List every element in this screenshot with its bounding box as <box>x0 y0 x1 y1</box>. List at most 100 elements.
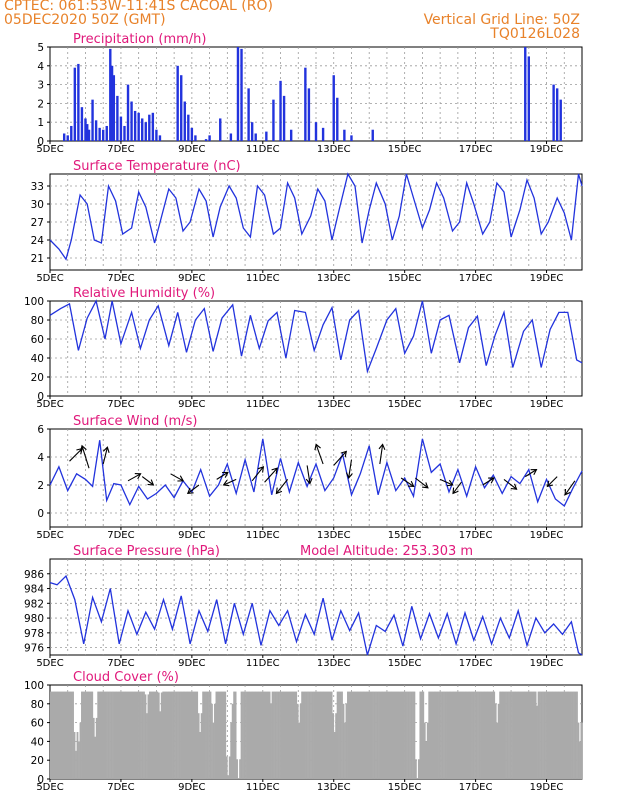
cloud-bar <box>397 691 400 779</box>
precip-ytick-label: 4 <box>37 61 44 73</box>
cloud-bar <box>131 691 134 779</box>
cloud-bar <box>453 691 456 779</box>
wind-xtick-label: 15DEC <box>388 530 422 541</box>
precip-title: Precipitation (mm/h) <box>73 32 206 47</box>
cloud-bar <box>363 691 366 779</box>
rh-ytick-label: 100 <box>24 296 44 308</box>
cloud-bar <box>391 691 394 779</box>
wind-arrow <box>127 473 141 482</box>
precip-bar <box>559 99 562 141</box>
wind-arrow <box>81 445 90 469</box>
cloud-bar <box>522 691 525 779</box>
rh-xtick-label: 7DEC <box>107 399 134 410</box>
cloud-bar <box>355 691 358 779</box>
cloud-bar <box>203 691 206 779</box>
precip-xtick-label: 7DEC <box>107 144 134 155</box>
cloud-bar <box>509 691 512 779</box>
cloud-bar <box>410 691 413 779</box>
cloud-bar <box>446 691 448 779</box>
cloud-bar <box>91 691 94 779</box>
wind-arrow <box>452 481 462 494</box>
cloud-bar <box>292 691 295 779</box>
cloud-bar <box>576 691 578 779</box>
temp-xtick-label: 7DEC <box>107 273 134 284</box>
cloud-bar <box>245 691 247 779</box>
cloud-bar <box>211 703 213 779</box>
cloud-bar <box>85 691 88 779</box>
cloud-bar <box>379 691 382 779</box>
cloud-bar <box>308 691 311 779</box>
cloud-bar <box>181 691 184 779</box>
wind-arrow <box>306 465 311 484</box>
cloud-bar <box>508 691 510 779</box>
cloud-bar <box>81 691 83 779</box>
cloud-bar <box>318 691 321 779</box>
wind-line <box>49 438 583 508</box>
wind-arrow <box>216 471 229 480</box>
precip-bar <box>527 56 530 141</box>
cloud-bar <box>354 691 357 779</box>
cloud-bar <box>316 691 318 779</box>
cloud-bar <box>329 691 332 779</box>
wind-arrow-head <box>340 450 348 458</box>
cloud-bar <box>282 691 284 779</box>
temp-title: Surface Temperature (nC) <box>73 159 241 174</box>
cloud-xtick-label: 13DEC <box>317 782 351 793</box>
precip-bar <box>194 135 197 141</box>
precip-bar <box>137 112 140 141</box>
cloud-bar <box>94 736 97 779</box>
cloud-bar <box>311 691 314 779</box>
cloud-bar <box>115 691 117 779</box>
precip-bar <box>77 63 80 141</box>
precip-bar <box>105 125 108 141</box>
cloud-bar <box>202 691 204 779</box>
precip-bar <box>112 75 116 141</box>
cloud-bar <box>555 691 558 779</box>
wind-arrow-head <box>510 483 518 490</box>
cloud-bar <box>63 691 66 779</box>
cloud-bar <box>98 691 101 779</box>
pres-annotation: Model Altitude: 253.303 m <box>300 544 473 559</box>
cloud-bar <box>261 691 264 779</box>
cloud-bar <box>187 691 190 779</box>
cloud-bar <box>341 691 343 779</box>
cloud-bar <box>243 691 246 779</box>
cloud-bar <box>146 713 148 779</box>
precip-bar <box>141 118 144 141</box>
rh-xtick-label: 17DEC <box>459 399 493 410</box>
cloud-bar <box>527 691 530 779</box>
temp-line <box>49 172 583 261</box>
precip-bar <box>307 88 311 141</box>
cloud-bar <box>466 691 469 779</box>
precip-bar <box>190 127 194 141</box>
temp-ytick-label: 33 <box>31 181 44 193</box>
cloud-bar <box>482 691 485 779</box>
precip-xtick-label: 5DEC <box>36 144 63 155</box>
cloud-bar <box>484 691 487 779</box>
rh-title: Relative Humidity (%) <box>73 286 215 301</box>
wind-arrow <box>69 448 83 462</box>
cloud-bar <box>378 691 380 779</box>
cloud-bar <box>138 691 141 779</box>
cloud-bar <box>267 691 270 779</box>
cloud-bar <box>154 691 157 779</box>
precip-xtick-label: 11DEC <box>246 144 280 155</box>
cloud-bar <box>401 691 404 779</box>
cloud-bar <box>228 756 231 779</box>
cloud-bar <box>101 691 104 779</box>
cloud-bar <box>339 691 342 779</box>
pres-xtick-label: 13DEC <box>317 658 351 669</box>
cloud-bar <box>132 691 135 779</box>
cloud-bar <box>72 691 74 779</box>
cloud-xtick-label: 17DEC <box>459 782 493 793</box>
precip-bar <box>343 129 346 141</box>
cloud-bar <box>493 691 496 779</box>
cloud-bar <box>574 691 577 779</box>
cloud-bar <box>200 713 203 779</box>
precip-bar <box>336 97 339 141</box>
precip-bar <box>321 127 325 141</box>
cloud-bar <box>478 691 481 779</box>
cloud-bar <box>389 691 392 779</box>
cloud-bar <box>432 691 435 779</box>
